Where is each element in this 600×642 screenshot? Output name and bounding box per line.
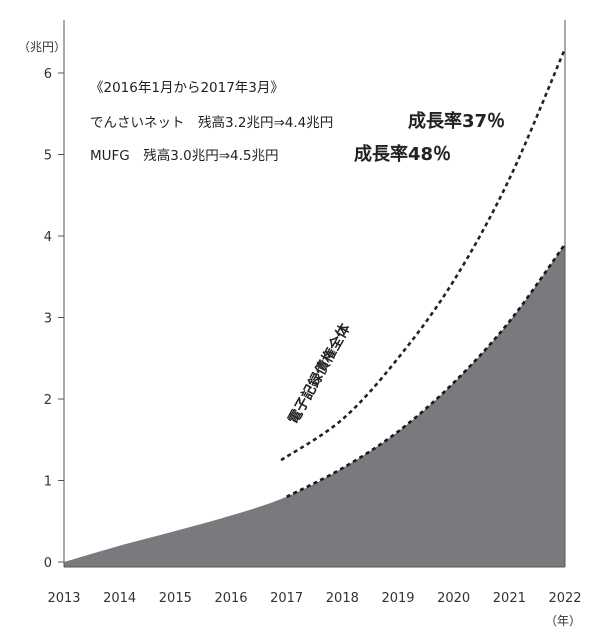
y-tick-label: 2 — [44, 393, 52, 408]
area-layer — [64, 244, 565, 567]
x-unit-label: （年） — [545, 614, 581, 628]
dotted-line-total — [280, 48, 567, 462]
y-tick-label: 0 — [44, 556, 52, 571]
series-label-total: 電子記録債権全体 — [285, 320, 355, 427]
y-tick-label: 5 — [44, 149, 52, 164]
annotation-line2-text: MUFG 残高3.0兆円⇒4.5兆円 — [90, 147, 279, 164]
annotation-period: 《2016年1月から2017年3月》 — [90, 80, 284, 96]
x-tick-label: 2018 — [326, 591, 359, 606]
y-unit-label: （兆円） — [18, 40, 66, 54]
y-tick-label: 1 — [44, 475, 52, 490]
y-tick-label: 6 — [44, 67, 52, 82]
annotation-line1-growth: 成長率37％ — [408, 110, 505, 132]
annotation-block: 《2016年1月から2017年3月》 でんさいネット 残高3.2兆円⇒4.4兆円… — [90, 80, 505, 165]
x-tick-label: 2017 — [270, 591, 303, 606]
x-tick-label: 2022 — [548, 591, 581, 606]
area-fill-total-balance — [64, 244, 565, 567]
x-tick-label: 2021 — [493, 591, 526, 606]
y-tick-label: 4 — [44, 230, 52, 245]
ticks-layer: 0 1 2 3 4 5 6 2013 2014 2015 2016 2017 2018 2019 2020 2… — [44, 67, 582, 606]
x-tick-label: 2014 — [103, 591, 136, 606]
y-tick-label: 3 — [44, 312, 52, 327]
annotation-line1-text: でんさいネット 残高3.2兆円⇒4.4兆円 — [90, 114, 333, 131]
annotation-line2-growth: 成長率48％ — [354, 143, 451, 165]
x-tick-label: 2015 — [159, 591, 192, 606]
x-tick-label: 2016 — [214, 591, 247, 606]
axes-layer — [63, 20, 566, 568]
x-tick-label: 2013 — [47, 591, 80, 606]
x-tick-label: 2020 — [437, 591, 470, 606]
line-layer — [280, 48, 567, 498]
x-tick-label: 2019 — [381, 591, 414, 606]
area-dotted-edge — [286, 243, 567, 498]
